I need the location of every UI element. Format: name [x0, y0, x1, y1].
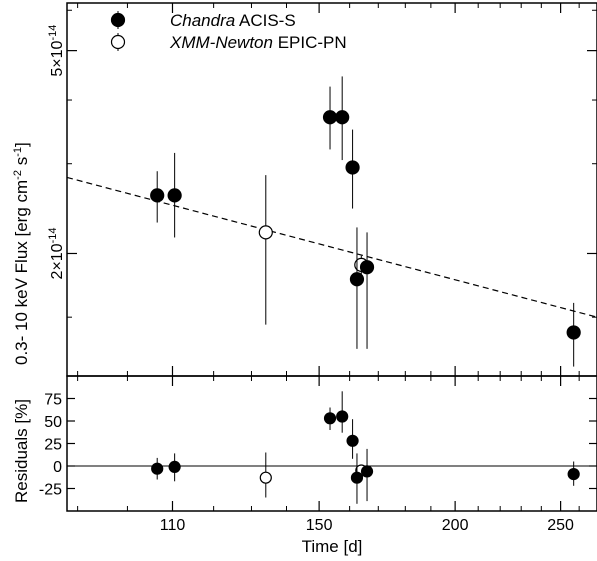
data-point-chandra: [345, 160, 360, 175]
data-point-chandra: [349, 272, 365, 287]
x-axis-label: Time [d]: [302, 537, 363, 556]
residuals-data-points: [151, 391, 580, 504]
data-point-chandra: [322, 110, 338, 125]
data-point-chandra: [346, 434, 359, 447]
x-tick-label: 200: [442, 517, 469, 534]
data-point-chandra: [359, 260, 375, 275]
residuals-plot-frame: [66, 375, 597, 512]
x-tick-label: 110: [160, 517, 186, 534]
residuals-y-tick-label: 50: [44, 414, 62, 431]
data-point-chandra: [150, 188, 165, 203]
data-point-chandra: [335, 110, 350, 125]
legend-entry-xmm: XMM-Newton EPIC-PN: [110, 33, 347, 52]
flux-y-ticks: 2×10-14 5×10-14: [47, 9, 597, 318]
legend-marker-xmm: [110, 34, 126, 50]
data-point-chandra: [360, 465, 374, 478]
legend-label-chandra: Chandra ACIS-S: [170, 11, 296, 30]
data-point-chandra: [323, 412, 337, 425]
residuals-x-ticks: 110 150 200 250: [77, 376, 580, 534]
residuals-y-tick-label: 75: [44, 392, 62, 409]
data-point-chandra: [151, 462, 164, 475]
flux-y-tick-label: 5×10-14: [47, 25, 66, 77]
data-point-chandra: [567, 468, 580, 481]
residuals-y-tick-label: 25: [44, 437, 62, 454]
data-point-chandra: [167, 188, 182, 203]
fit-line: [66, 176, 597, 318]
legend-label-xmm: XMM-Newton EPIC-PN: [169, 33, 347, 52]
data-point-chandra: [566, 325, 581, 340]
residuals-y-tick-label: -25: [39, 482, 62, 499]
flux-fit-line: [66, 176, 597, 318]
flux-y-tick-label: 2×10-14: [47, 228, 66, 280]
data-point-chandra: [336, 410, 349, 423]
flux-data-points: [150, 76, 581, 367]
legend: Chandra ACIS-S XMM-Newton EPIC-PN: [110, 11, 347, 52]
residuals-y-tick-label: 0: [53, 459, 62, 476]
data-point-chandra: [168, 460, 181, 473]
data-point-xmm: [258, 225, 273, 240]
legend-entry-chandra: Chandra ACIS-S: [110, 11, 296, 30]
data-point-chandra: [350, 471, 364, 484]
residuals-y-ticks: -25 0 25 50 75: [39, 392, 597, 499]
residuals-y-axis-label: Residuals [%]: [12, 399, 31, 503]
flux-x-ticks: [77, 3, 580, 376]
flux-plot-frame: [66, 2, 597, 377]
data-point-xmm: [259, 471, 272, 484]
x-tick-label: 250: [547, 517, 574, 534]
residuals-panel: -25 0 25 50 75 110 150 200 250 Residuals [%] Ti…: [12, 375, 597, 556]
flux-panel: 2×10-14 5×10-14 0.3- 10 keV Flux [erg cm-…: [12, 2, 597, 377]
x-tick-label: 150: [306, 517, 333, 534]
flux-y-axis-label: 0.3- 10 keV Flux [erg cm-2 s-1]: [12, 142, 31, 365]
